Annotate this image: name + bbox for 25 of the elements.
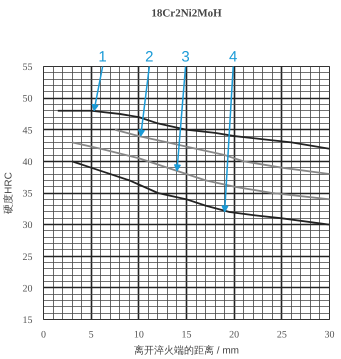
chart-title: 18Cr2Ni2MoH xyxy=(151,8,222,20)
x-tick-label: 30 xyxy=(324,330,334,340)
x-axis-title: 离开淬火端的距离 / mm xyxy=(134,344,239,356)
line-series xyxy=(114,128,330,175)
y-tick-label: 50 xyxy=(22,94,32,105)
y-tick-label: 20 xyxy=(22,283,32,294)
y-axis-title: 硬度HRC xyxy=(2,172,14,214)
y-tick-label: 55 xyxy=(22,62,32,73)
y-tick-label: 15 xyxy=(22,315,32,326)
y-tick-label: 45 xyxy=(22,125,32,136)
x-tick-label: 10 xyxy=(134,330,144,340)
line-series xyxy=(71,142,330,200)
y-tick-label: 40 xyxy=(22,156,32,168)
x-tick-label: 15 xyxy=(182,330,192,340)
x-tick-label: 20 xyxy=(229,330,240,340)
y-tick-label: 30 xyxy=(22,220,32,232)
y-tick-label: 35 xyxy=(22,188,32,200)
annotation: 1 xyxy=(98,48,107,66)
x-tick-label: 0 xyxy=(41,330,46,340)
y-tick-label: 25 xyxy=(22,252,32,263)
annotation: 2 xyxy=(145,48,154,66)
annotation: 3 xyxy=(181,48,190,66)
annotation: 4 xyxy=(229,48,238,66)
x-tick-label: 5 xyxy=(88,330,94,340)
x-tick-label: 25 xyxy=(276,330,287,340)
